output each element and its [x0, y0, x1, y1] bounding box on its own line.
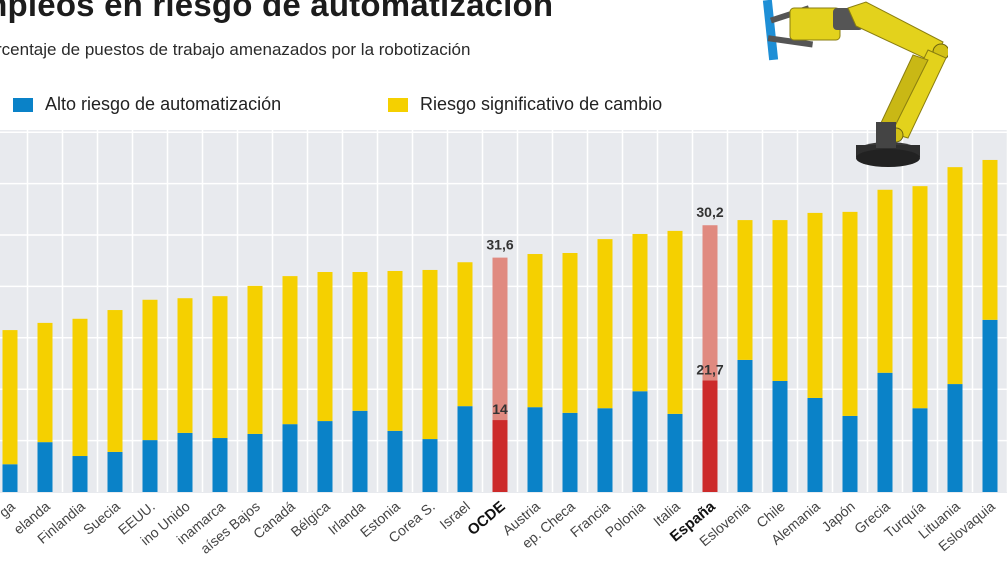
bar-high-risk — [352, 410, 368, 492]
chart-subtitle: rcentaje de puestos de trabajo amenazado… — [0, 40, 471, 59]
legend-swatch-high-risk — [13, 97, 33, 112]
bar-high-risk — [982, 319, 998, 492]
bar-significant-change — [317, 272, 333, 422]
bar-high-risk — [422, 439, 438, 492]
data-label: 31,6 — [486, 237, 513, 253]
bar-high-risk — [947, 384, 963, 492]
bar-significant-change — [177, 298, 193, 433]
bar-significant-change — [142, 299, 158, 441]
bar-high-risk — [632, 391, 648, 492]
bar-high-risk — [247, 433, 263, 492]
bar-high-risk — [807, 397, 823, 492]
bar-significant-change — [37, 322, 53, 443]
bar-high-risk — [527, 407, 543, 492]
bar-significant-change — [842, 211, 858, 416]
legend-swatch-significant-change — [388, 97, 408, 112]
data-label: 21,7 — [696, 361, 723, 377]
bar-significant-change — [2, 330, 18, 465]
bar-high-risk — [772, 380, 788, 492]
bar-significant-change — [597, 239, 613, 409]
chart-title: mpleos en riesgo de automatización — [0, 0, 554, 23]
bar-high-risk — [667, 413, 683, 492]
bar-high-risk — [702, 380, 718, 492]
bar-high-risk — [597, 408, 613, 492]
legend-label-high-risk: Alto riesgo de automatización — [45, 94, 282, 114]
bar-high-risk — [142, 440, 158, 492]
data-label: 14 — [492, 401, 508, 417]
bar-high-risk — [37, 442, 53, 492]
bar-high-risk — [912, 408, 928, 492]
bar-high-risk — [177, 432, 193, 492]
bar-significant-change — [912, 186, 928, 409]
bar-high-risk — [877, 372, 893, 492]
bar-significant-change — [562, 252, 578, 413]
bar-high-risk — [107, 451, 123, 492]
plot-area: ga elanda Finlandia Suecia EEUU. ino Unido ina… — [0, 130, 1007, 567]
bar-high-risk — [72, 456, 88, 492]
bar-significant-change — [457, 262, 473, 407]
bar-significant-change — [107, 310, 123, 452]
bar-significant-change — [632, 233, 648, 392]
bar-significant-change — [807, 212, 823, 398]
robot-arm-icon — [762, 0, 948, 167]
bar-significant-change — [352, 272, 368, 411]
bar-high-risk — [2, 464, 18, 492]
bar-significant-change — [667, 230, 683, 414]
bar-significant-change — [387, 270, 403, 431]
bar-high-risk — [492, 420, 508, 492]
bar-significant-change — [527, 254, 543, 408]
bar-significant-change — [737, 220, 753, 360]
bar-significant-change — [72, 318, 88, 457]
bar-significant-change — [282, 276, 298, 425]
bar-high-risk — [212, 438, 228, 492]
legend-item-high-risk: Alto riesgo de automatización — [13, 94, 281, 115]
bar-significant-change — [772, 220, 788, 381]
bar-significant-change — [422, 269, 438, 440]
legend-label-significant-change: Riesgo significativo de cambio — [420, 94, 663, 114]
bar-high-risk — [457, 406, 473, 492]
bar-high-risk — [842, 415, 858, 492]
bar-high-risk — [562, 412, 578, 492]
bar-significant-change — [492, 257, 508, 421]
x-axis-label-area — [0, 493, 1007, 567]
bar-high-risk — [737, 359, 753, 492]
bar-high-risk — [282, 424, 298, 492]
bar-significant-change — [247, 285, 263, 434]
bar-significant-change — [947, 167, 963, 385]
data-label: 30,2 — [696, 204, 723, 220]
legend-item-significant-change: Riesgo significativo de cambio — [388, 94, 662, 115]
bar-high-risk — [317, 421, 333, 492]
bar-significant-change — [982, 159, 998, 320]
bar-significant-change — [877, 189, 893, 373]
bar-significant-change — [212, 296, 228, 439]
bar-high-risk — [387, 430, 403, 492]
bar-significant-change — [702, 225, 718, 381]
